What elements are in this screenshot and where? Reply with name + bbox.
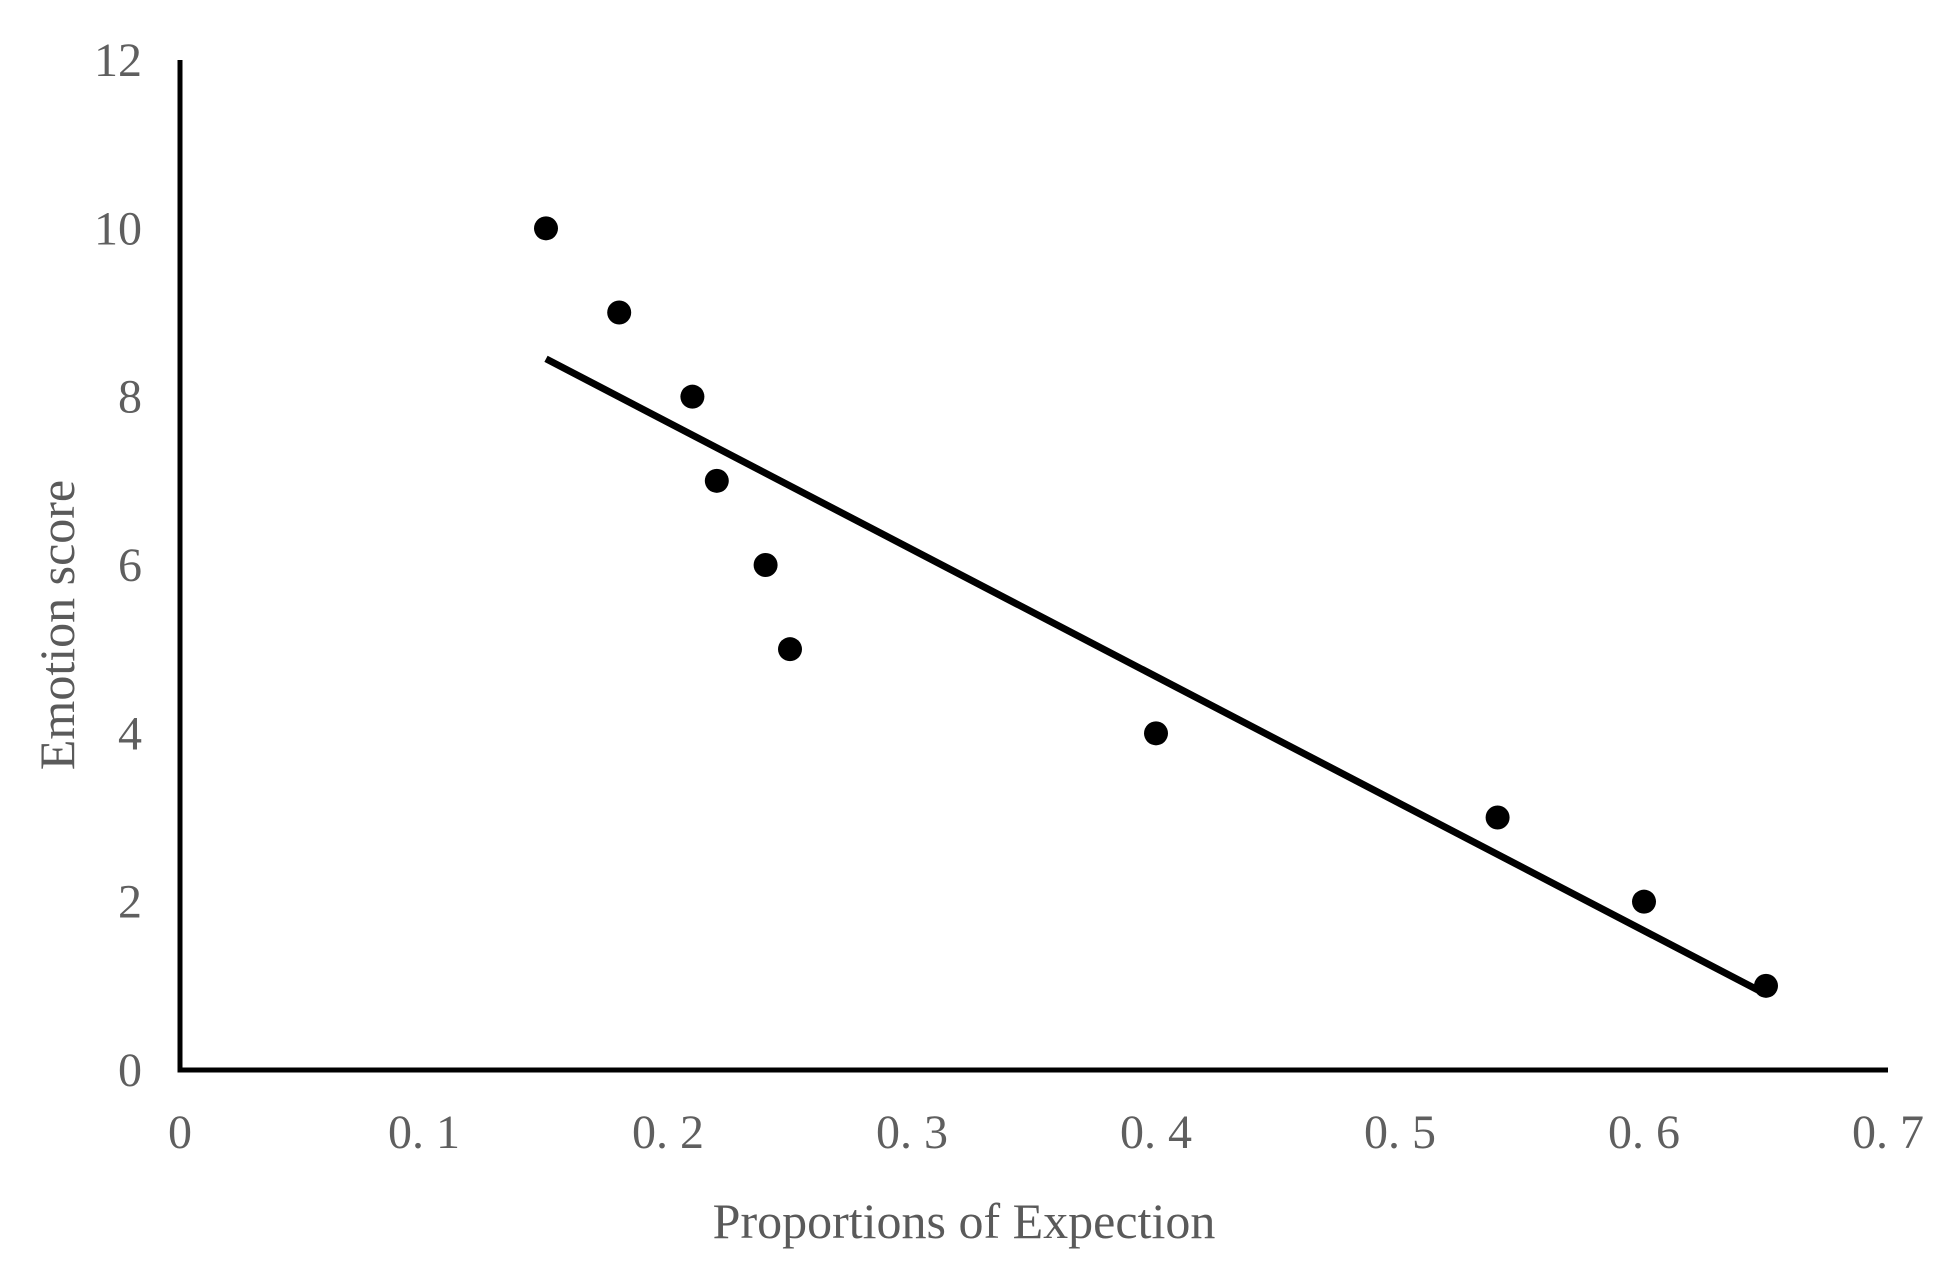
- y-tick-label: 6: [118, 539, 142, 592]
- data-point: [1144, 721, 1168, 746]
- y-axis-title: Emotion score: [29, 480, 85, 770]
- x-tick-label: 0. 5: [1364, 1106, 1436, 1159]
- y-tick-label: 4: [118, 707, 142, 760]
- y-tick-label: 2: [118, 876, 142, 929]
- data-points: [534, 216, 1778, 998]
- x-tick-label: 0: [168, 1106, 192, 1159]
- y-tick-labels: 0 2 4 6 8 10 12: [94, 34, 142, 1097]
- x-tick-label: 0. 2: [632, 1106, 704, 1159]
- x-tick-label: 0. 4: [1120, 1106, 1192, 1159]
- plot-area: 0 0. 1 0. 2 0. 3 0. 4 0. 5 0. 6 0. 7 0 2 4 6 8 10 12: [94, 34, 1924, 1159]
- y-tick-label: 10: [94, 202, 142, 255]
- trend-line: [544, 355, 1768, 998]
- x-axis-title: Proportions of Expection: [713, 1193, 1216, 1249]
- x-tick-label: 0. 3: [876, 1106, 948, 1159]
- y-tick-label: 12: [94, 34, 142, 87]
- data-point: [607, 300, 632, 325]
- data-point: [534, 216, 558, 241]
- data-point: [704, 468, 729, 493]
- y-tick-label: 8: [118, 371, 142, 424]
- data-point: [1632, 889, 1656, 914]
- data-point: [680, 384, 705, 409]
- data-point: [778, 637, 802, 662]
- data-point: [753, 553, 778, 577]
- data-point: [1485, 805, 1510, 830]
- y-tick-label: 0: [118, 1044, 142, 1097]
- x-tick-labels: 0 0. 1 0. 2 0. 3 0. 4 0. 5 0. 6 0. 7: [168, 1106, 1924, 1159]
- x-tick-label: 0. 6: [1608, 1106, 1680, 1159]
- x-tick-label: 0. 1: [388, 1106, 460, 1159]
- data-point: [1754, 973, 1778, 998]
- x-tick-label: 0. 7: [1852, 1106, 1924, 1159]
